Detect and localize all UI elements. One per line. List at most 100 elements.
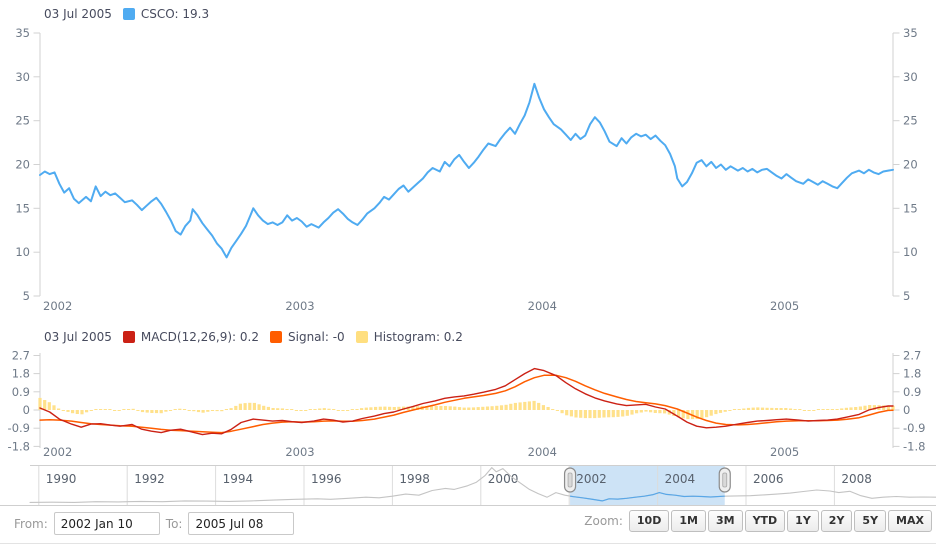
histogram-bar	[206, 410, 210, 412]
histogram-bar	[94, 409, 98, 410]
histogram-bar	[579, 410, 583, 418]
histogram-bar	[425, 406, 429, 410]
histogram-bar	[462, 407, 466, 410]
zoom-button-1m[interactable]: 1M	[671, 510, 706, 532]
histogram-bar	[816, 409, 820, 410]
zoom-button-max[interactable]: MAX	[888, 510, 932, 532]
histogram-bar	[215, 410, 219, 412]
histogram-bar	[453, 406, 457, 410]
macd-line	[39, 367, 894, 436]
histogram-bar	[159, 410, 163, 414]
histogram-bar	[546, 407, 550, 410]
histogram-bar	[448, 406, 452, 410]
histogram-bar	[318, 408, 322, 410]
to-date-input[interactable]	[188, 512, 295, 535]
histogram-bar	[718, 410, 723, 413]
histogram-bar	[341, 410, 345, 411]
histogram-bar	[439, 406, 443, 410]
histogram-bar	[625, 410, 629, 416]
to-label: To:	[165, 516, 183, 531]
zoom-button-5y[interactable]: 5Y	[854, 510, 887, 532]
histogram-bar	[89, 410, 93, 411]
histogram-bar	[499, 405, 504, 410]
histogram-bar	[560, 410, 564, 414]
zoom-button-ytd[interactable]: YTD	[744, 510, 786, 532]
range-selection[interactable]	[570, 465, 725, 506]
histogram-bar	[649, 410, 653, 413]
y-axis-tick-label: 1.8	[12, 367, 30, 381]
histogram-bar	[224, 409, 228, 410]
histogram-bar	[108, 409, 112, 410]
y-axis-tick-label: 5	[903, 289, 910, 303]
histogram-bar	[369, 407, 373, 410]
histogram-bar	[47, 402, 51, 410]
legend-item-csco: CSCO: 19.3	[122, 7, 209, 21]
histogram-bar	[742, 408, 746, 410]
selector-year-label: 1990	[46, 472, 77, 486]
range-handle-left[interactable]	[563, 467, 577, 493]
histogram-bar	[858, 406, 862, 410]
histogram-bar	[75, 410, 79, 414]
histogram-bar	[182, 409, 187, 410]
histogram-bar	[621, 410, 625, 417]
histogram-bar	[168, 410, 173, 411]
zoom-button-2y[interactable]: 2Y	[820, 510, 853, 532]
histogram-bar	[593, 410, 597, 419]
y-axis-tick-label: 30	[15, 70, 30, 84]
range-handle-right[interactable]	[718, 467, 731, 493]
macd-plot-area[interactable]	[40, 353, 893, 448]
crosshair-date: 03 Jul 2005	[44, 7, 112, 21]
histogram-bar	[164, 410, 168, 412]
histogram-bar	[243, 403, 247, 410]
y-axis-tick-label: 0.9	[12, 385, 30, 399]
selector-year-label: 2002	[576, 472, 607, 486]
histogram-bar	[583, 410, 587, 419]
zoom-button-10d[interactable]: 10D	[628, 510, 670, 532]
histogram-bar	[308, 409, 312, 410]
histogram-bar	[38, 397, 42, 410]
histogram-bar	[276, 408, 280, 410]
histogram-bar	[229, 408, 233, 410]
histogram-bar	[383, 406, 387, 410]
zoom-controls: Zoom: 10D 1M 3M YTD 1Y 2Y 5Y MAX	[584, 510, 932, 532]
histogram-bar	[714, 410, 718, 415]
histogram-bar	[830, 409, 834, 410]
histogram-bar	[686, 410, 690, 420]
x-axis-tick-label: 2003	[285, 299, 314, 313]
histogram-bar	[495, 405, 499, 410]
histogram-bar	[658, 410, 662, 414]
zoom-button-3m[interactable]: 3M	[707, 510, 743, 532]
histogram-series-value: Histogram: 0.2	[373, 330, 463, 344]
histogram-bar	[397, 406, 401, 410]
zoom-button-1y[interactable]: 1Y	[787, 510, 819, 532]
histogram-bar	[602, 410, 606, 418]
histogram-bar	[541, 405, 545, 410]
histogram-bar	[644, 410, 648, 412]
histogram-bar	[882, 405, 886, 410]
histogram-bar	[257, 404, 261, 410]
histogram-bar	[154, 410, 159, 414]
range-selector-track[interactable]	[30, 465, 936, 506]
histogram-bar	[131, 408, 135, 410]
histogram-bar	[793, 409, 797, 410]
histogram-bar	[844, 407, 848, 410]
histogram-bar	[616, 410, 620, 417]
histogram-bar	[728, 410, 732, 411]
histogram-bar	[429, 406, 434, 410]
y-axis-tick-label: 2.7	[12, 349, 30, 363]
macd-series-swatch	[122, 331, 135, 343]
histogram-bar	[457, 407, 462, 410]
histogram-bar	[467, 407, 471, 410]
selector-year-label: 2004	[665, 472, 696, 486]
histogram-bar	[849, 407, 853, 410]
y-axis-tick-label: -0.9	[8, 421, 30, 435]
histogram-bar	[471, 407, 476, 410]
histogram-bar	[737, 409, 741, 410]
macd-series-value: MACD(12,26,9): 0.2	[140, 330, 259, 344]
histogram-bar	[677, 410, 681, 418]
from-date-input[interactable]	[53, 512, 160, 535]
histogram-bar	[71, 410, 75, 414]
